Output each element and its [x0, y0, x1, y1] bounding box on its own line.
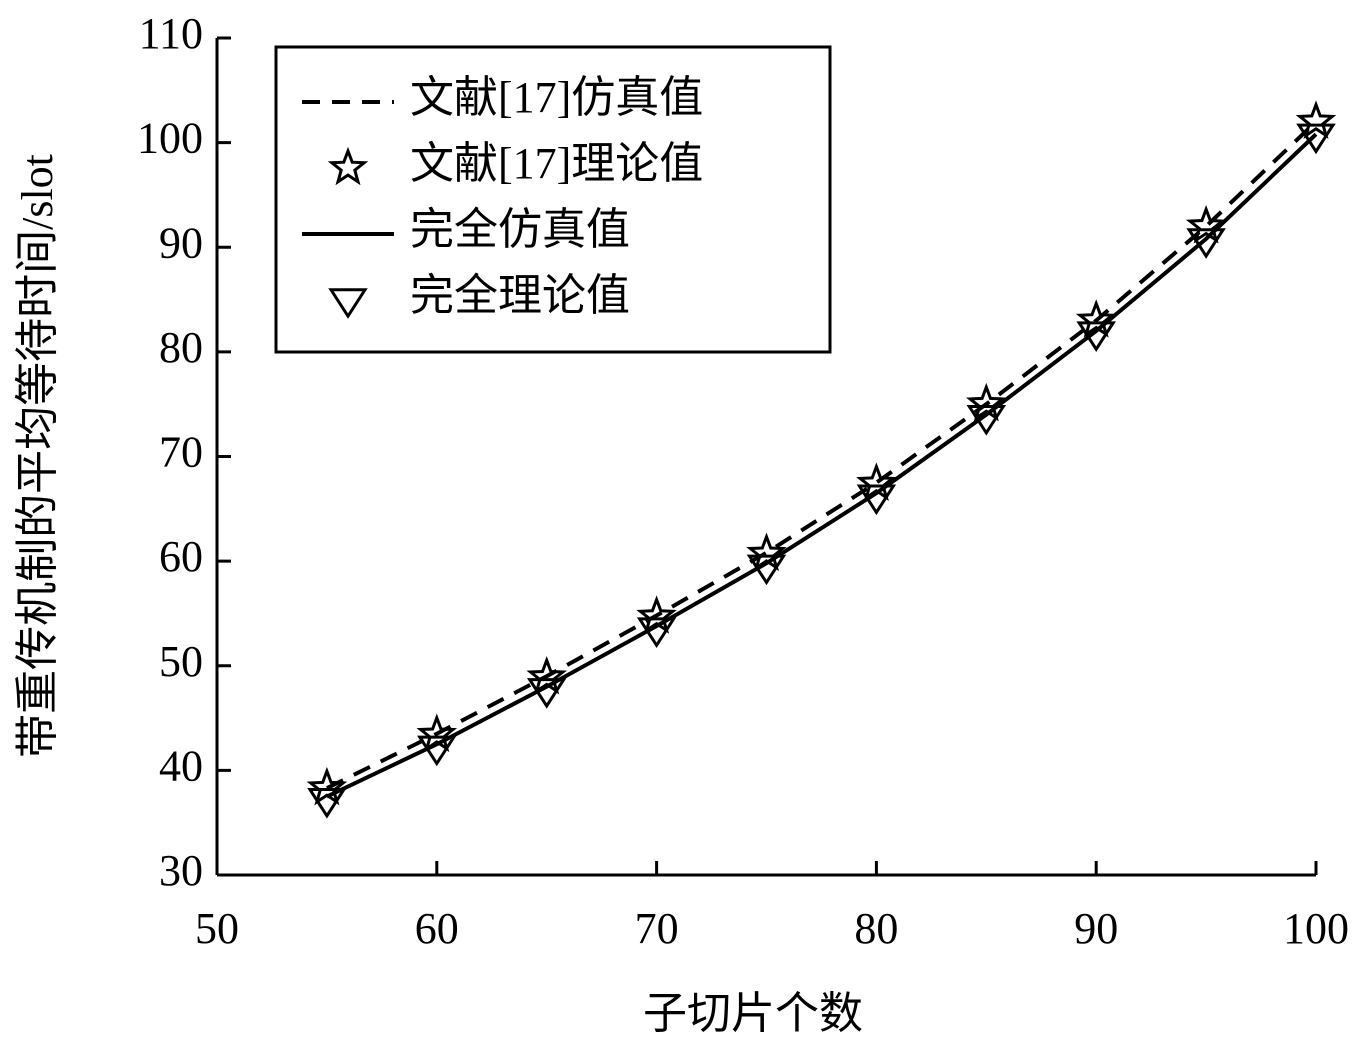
legend-box — [274, 45, 832, 354]
marker — [1295, 100, 1337, 139]
y-tick-label: 110 — [139, 9, 203, 58]
legend-label: 完全仿真值 — [410, 205, 630, 254]
marker — [526, 678, 567, 709]
x-tick-label: 90 — [1074, 904, 1118, 953]
marker — [1186, 228, 1226, 259]
y-tick-label: 30 — [159, 846, 203, 895]
legend-marker — [327, 146, 369, 186]
x-tick-label: 60 — [415, 904, 459, 953]
x-tick-label: 70 — [635, 904, 679, 953]
series-line — [326, 120, 1318, 790]
y-tick-label: 90 — [159, 218, 203, 267]
marker — [417, 735, 457, 767]
y-tick-label: 70 — [159, 428, 203, 477]
y-axis-label: 带重传机制的平均等待时间/slot — [13, 154, 62, 758]
marker — [1185, 205, 1227, 244]
x-axis-label: 子切片个数 — [643, 989, 863, 1038]
marker — [307, 787, 347, 819]
y-tick-label: 50 — [159, 637, 203, 686]
marker — [636, 617, 677, 649]
y-tick-label: 40 — [159, 741, 203, 790]
marker — [416, 713, 458, 753]
marker — [1296, 123, 1336, 155]
marker — [746, 554, 787, 586]
x-tick-label: 80 — [854, 904, 898, 953]
marker — [856, 484, 897, 516]
marker — [1076, 321, 1116, 352]
x-tick-label: 100 — [1283, 904, 1349, 953]
legend-label: 文献[17]理论值 — [410, 139, 703, 188]
legend-label: 文献[17]仿真值 — [410, 73, 703, 122]
marker — [966, 382, 1007, 422]
y-tick-label: 60 — [159, 532, 203, 581]
legend-label: 完全理论值 — [410, 271, 630, 320]
y-tick-label: 100 — [137, 114, 203, 163]
y-tick-label: 80 — [159, 323, 203, 372]
legend-marker — [328, 288, 368, 319]
x-tick-label: 50 — [195, 904, 239, 953]
series-line — [326, 132, 1318, 799]
marker — [966, 405, 1007, 436]
marker — [1075, 299, 1117, 338]
